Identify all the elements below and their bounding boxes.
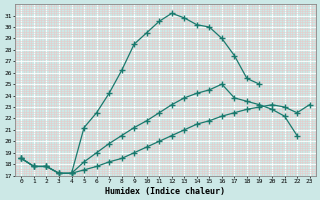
- X-axis label: Humidex (Indice chaleur): Humidex (Indice chaleur): [106, 187, 226, 196]
